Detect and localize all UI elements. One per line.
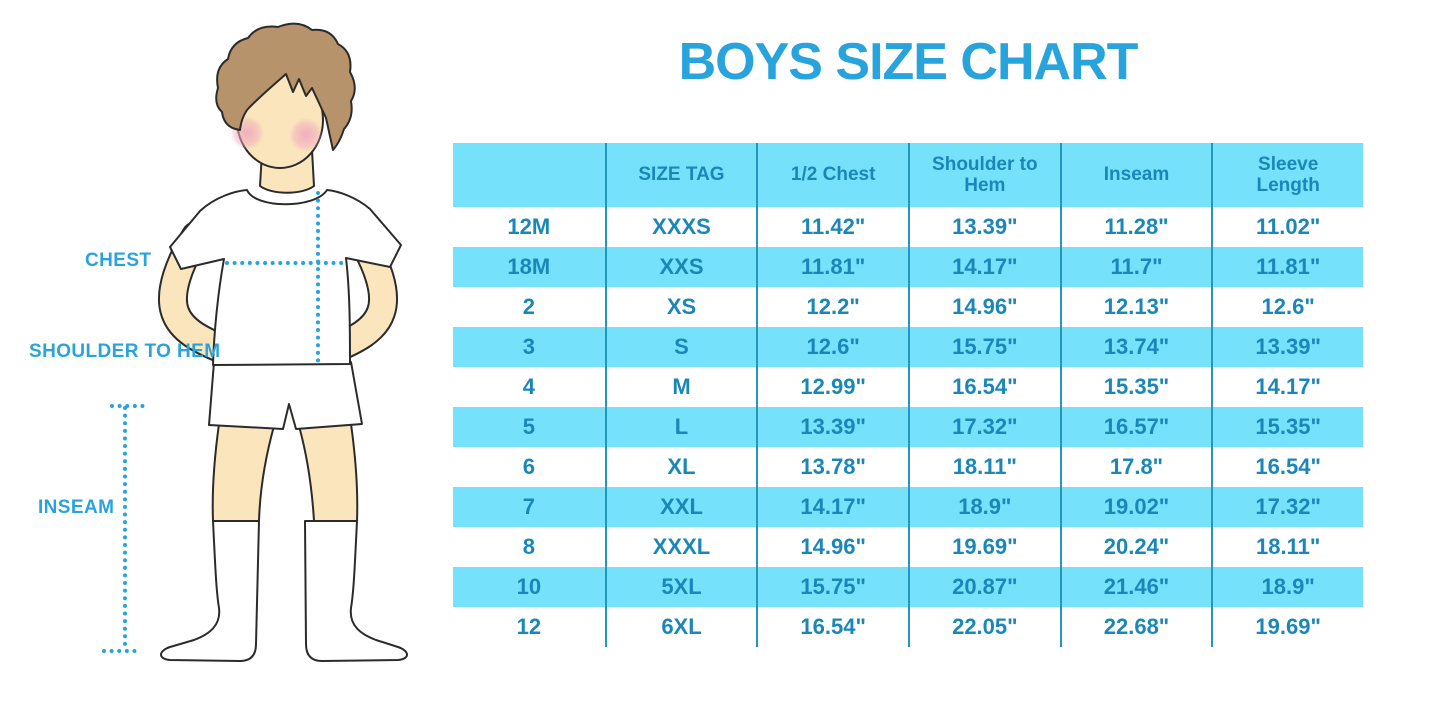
table-row: 12M XXXS 11.42" 13.39" 11.28" 11.02" bbox=[453, 207, 1363, 247]
table-cell: 12 bbox=[516, 614, 542, 639]
table-cell: 18.11" bbox=[1211, 527, 1363, 567]
table-cell: 19.69" bbox=[1211, 607, 1363, 647]
boy-figure-illustration bbox=[102, 22, 408, 662]
table-cell: XS bbox=[604, 287, 757, 327]
column-header: SIZE TAG bbox=[604, 143, 757, 207]
table-cell: 20.24" bbox=[1059, 527, 1212, 567]
column-header: Inseam bbox=[1059, 143, 1212, 207]
boy-shorts bbox=[208, 361, 363, 430]
chest-label: CHEST bbox=[85, 250, 152, 271]
shoulder-to-hem-label: SHOULDER TO HEM bbox=[29, 341, 221, 362]
table-cell: 19.69" bbox=[908, 527, 1060, 567]
table-cell: 12.2" bbox=[756, 287, 908, 327]
table-cell: 22.05" bbox=[908, 607, 1060, 647]
table-cell: 13.78" bbox=[756, 447, 908, 487]
table-cell: 11.42" bbox=[756, 207, 908, 247]
table-cell: 15.75" bbox=[756, 567, 908, 607]
table-cell: 6 bbox=[522, 454, 535, 479]
boy-blush-right bbox=[289, 118, 323, 152]
page-title: BOYS SIZE CHART bbox=[678, 33, 1139, 91]
table-cell: 4 bbox=[522, 374, 535, 399]
table-cell: XXL bbox=[604, 487, 757, 527]
column-header: 1/2 Chest bbox=[756, 143, 908, 207]
table-row: 6 XL 13.78" 18.11" 17.8" 16.54" bbox=[453, 447, 1363, 487]
table-cell: 17.32" bbox=[1211, 487, 1363, 527]
table-cell: 12.6" bbox=[1211, 287, 1363, 327]
column-header bbox=[453, 143, 605, 207]
table-cell: 11.28" bbox=[1059, 207, 1212, 247]
table-row: 18M XXS 11.81" 14.17" 11.7" 11.81" bbox=[453, 247, 1363, 287]
table-cell: 11.81" bbox=[1211, 247, 1363, 287]
table-cell: 13.39" bbox=[908, 207, 1060, 247]
table-cell: 14.17" bbox=[908, 247, 1060, 287]
table-cell: 16.57" bbox=[1059, 407, 1212, 447]
table-cell: XXS bbox=[604, 247, 757, 287]
table-cell: 14.17" bbox=[756, 487, 908, 527]
table-cell: 15.75" bbox=[908, 327, 1060, 367]
table-cell: 11.81" bbox=[756, 247, 908, 287]
table-row: 7 XXL 14.17" 18.9" 19.02" 17.32" bbox=[453, 487, 1363, 527]
table-cell: 14.96" bbox=[756, 527, 908, 567]
table-cell: 8 bbox=[522, 534, 535, 559]
table-cell: 18.11" bbox=[908, 447, 1060, 487]
table-cell: 18.9" bbox=[908, 487, 1060, 527]
table-cell: XXXL bbox=[604, 527, 757, 567]
boy-leg-right bbox=[298, 423, 359, 522]
table-cell: XXXS bbox=[604, 207, 757, 247]
boy-sock-left bbox=[160, 520, 260, 662]
table-cell: 17.32" bbox=[908, 407, 1060, 447]
table-cell: 13.39" bbox=[1211, 327, 1363, 367]
table-cell: 12.13" bbox=[1059, 287, 1212, 327]
table-cell: 12.99" bbox=[756, 367, 908, 407]
table-cell: 16.54" bbox=[756, 607, 908, 647]
table-cell: 5 bbox=[522, 414, 535, 439]
table-cell: 3 bbox=[522, 334, 535, 359]
boy-leg-left bbox=[211, 423, 275, 522]
table-cell: 7 bbox=[522, 494, 535, 519]
table-cell: 14.96" bbox=[908, 287, 1060, 327]
boy-shirt bbox=[169, 189, 402, 366]
table-row: 8 XXXL 14.96" 19.69" 20.24" 18.11" bbox=[453, 527, 1363, 567]
table-cell: 18M bbox=[507, 254, 551, 279]
column-header: Sleeve Length bbox=[1211, 143, 1363, 207]
inseam-label: INSEAM bbox=[38, 497, 115, 518]
table-row: 12 6XL 16.54" 22.05" 22.68" 19.69" bbox=[453, 607, 1363, 647]
table-cell: 6XL bbox=[604, 607, 757, 647]
table-row: 3 S 12.6" 15.75" 13.74" 13.39" bbox=[453, 327, 1363, 367]
table-cell: 18.9" bbox=[1211, 567, 1363, 607]
column-header: Shoulder to Hem bbox=[908, 143, 1060, 207]
table-cell: M bbox=[604, 367, 757, 407]
table-cell: 5XL bbox=[604, 567, 757, 607]
size-table: SIZE TAG 1/2 Chest Shoulder to Hem Inseam Sl… bbox=[453, 143, 1363, 647]
table-cell: 17.8" bbox=[1059, 447, 1212, 487]
table-cell: 15.35" bbox=[1059, 367, 1212, 407]
table-cell: 10 bbox=[516, 574, 542, 599]
table-cell: 20.87" bbox=[908, 567, 1060, 607]
boy-sock-right bbox=[304, 520, 408, 662]
table-row: 4 M 12.99" 16.54" 15.35" 14.17" bbox=[453, 367, 1363, 407]
table-cell: 11.7" bbox=[1059, 247, 1212, 287]
table-cell: 16.54" bbox=[908, 367, 1060, 407]
table-cell: 16.54" bbox=[1211, 447, 1363, 487]
table-cell: 21.46" bbox=[1059, 567, 1212, 607]
table-row: 2 XS 12.2" 14.96" 12.13" 12.6" bbox=[453, 287, 1363, 327]
table-cell: 12M bbox=[507, 214, 551, 239]
table-cell: 13.39" bbox=[756, 407, 908, 447]
boy-hair bbox=[215, 22, 356, 151]
table-cell: 15.35" bbox=[1211, 407, 1363, 447]
table-cell: 12.6" bbox=[756, 327, 908, 367]
table-header-row: SIZE TAG 1/2 Chest Shoulder to Hem Inseam Sl… bbox=[453, 143, 1363, 207]
table-cell: S bbox=[604, 327, 757, 367]
table-cell: 11.02" bbox=[1211, 207, 1363, 247]
table-cell: XL bbox=[604, 447, 757, 487]
table-row: 5 L 13.39" 17.32" 16.57" 15.35" bbox=[453, 407, 1363, 447]
table-cell: 2 bbox=[522, 294, 535, 319]
table-cell: 14.17" bbox=[1211, 367, 1363, 407]
table-row: 10 5XL 15.75" 20.87" 21.46" 18.9" bbox=[453, 567, 1363, 607]
table-cell: L bbox=[604, 407, 757, 447]
table-cell: 22.68" bbox=[1059, 607, 1212, 647]
table-cell: 19.02" bbox=[1059, 487, 1212, 527]
table-cell: 13.74" bbox=[1059, 327, 1212, 367]
